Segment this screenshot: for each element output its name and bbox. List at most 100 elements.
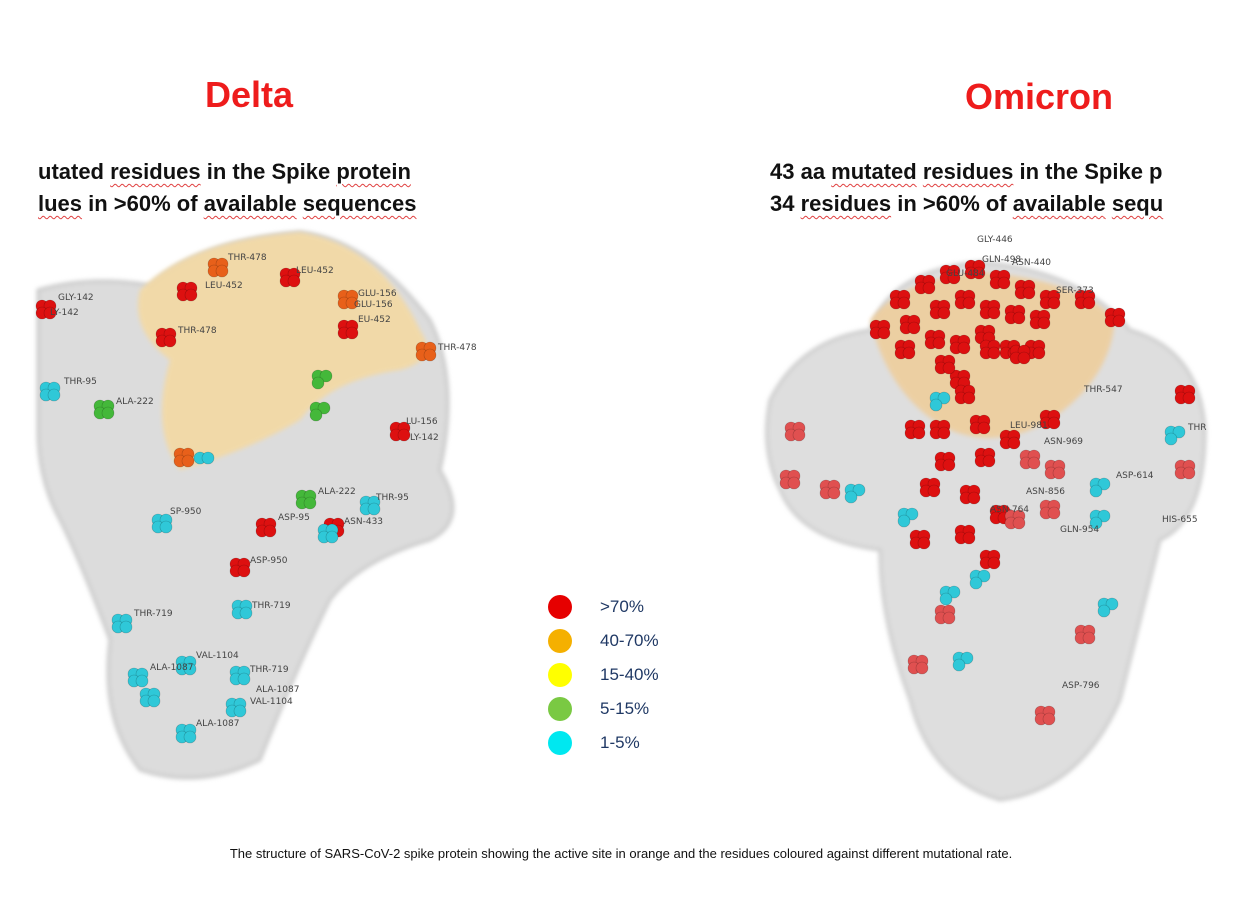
- text: sequ: [1111, 191, 1164, 216]
- residue-sphere: [962, 391, 976, 405]
- text: residues: [800, 191, 892, 216]
- residue-label: LEU-981: [1010, 421, 1048, 431]
- residue-sphere: [163, 334, 177, 348]
- residue-sphere: [947, 585, 961, 599]
- residue-label: GLY-446: [977, 235, 1013, 245]
- residue-label: THR-719: [251, 601, 291, 611]
- residue-sphere: [1027, 456, 1041, 470]
- residue-sphere: [897, 514, 911, 528]
- residue-sphere: [1052, 466, 1066, 480]
- residue-sphere: [942, 361, 956, 375]
- residue-sphere: [902, 346, 916, 360]
- residue-label: ASN-433: [344, 517, 383, 527]
- residue-label: ASP-950: [250, 556, 288, 566]
- text: residues: [110, 159, 201, 184]
- residue-sphere: [942, 611, 956, 625]
- residue-sphere: [960, 651, 974, 665]
- residue-sphere: [1082, 631, 1096, 645]
- residue-sphere: [319, 369, 333, 383]
- residue-sphere: [303, 496, 317, 510]
- text: in the Spike: [200, 159, 337, 184]
- residue-label: THR-478: [437, 343, 477, 353]
- residue-sphere: [184, 288, 198, 302]
- residue-sphere: [932, 336, 946, 350]
- residue-sphere: [942, 458, 956, 472]
- legend-label: 15-40%: [600, 665, 659, 684]
- residue-sphere: [159, 520, 173, 534]
- residue-label: ASP-796: [1062, 681, 1100, 691]
- delta-protein: [36, 230, 455, 780]
- residue-sphere: [119, 620, 133, 634]
- residue-sphere: [263, 524, 277, 538]
- legend-swatch: [548, 629, 572, 653]
- residue-label: LEU-452: [296, 266, 334, 276]
- residue-sphere: [1017, 351, 1031, 365]
- legend-item: 1-5%: [548, 726, 659, 760]
- omicron-title: Omicron: [965, 76, 1114, 117]
- residue-sphere: [792, 428, 806, 442]
- residue-label: LY-142: [50, 308, 79, 318]
- residue-sphere: [1022, 286, 1036, 300]
- residue-label: THR-478: [177, 326, 217, 336]
- residue-sphere: [101, 406, 115, 420]
- residue-sphere: [311, 376, 325, 390]
- text: utated: [38, 159, 111, 184]
- residue-sphere: [852, 483, 866, 497]
- residue-sphere: [1105, 597, 1119, 611]
- residue-sphere: [877, 326, 891, 340]
- residue-sphere: [939, 592, 953, 606]
- residue-label: THR-719: [133, 609, 173, 619]
- legend-item: 15-40%: [548, 658, 659, 692]
- residue-sphere: [287, 274, 301, 288]
- residue-sphere: [827, 486, 841, 500]
- legend-swatch: [548, 663, 572, 687]
- residue-label: GLN-498: [982, 255, 1021, 265]
- residue-sphere: [423, 348, 437, 362]
- residue-sphere: [952, 658, 966, 672]
- residue-sphere: [927, 484, 941, 498]
- residue-sphere: [181, 454, 195, 468]
- residue-sphere: [844, 490, 858, 504]
- residue-sphere: [397, 428, 411, 442]
- text: mutated: [831, 159, 917, 184]
- residue-label: SER-373: [1056, 286, 1094, 296]
- text: in the Spike p: [1013, 159, 1163, 184]
- residue-label: HIS-655: [1162, 515, 1198, 525]
- residue-sphere: [215, 264, 229, 278]
- delta-subtitle: utated residues in the Spike protein lue…: [38, 156, 458, 220]
- residue-sphere: [937, 426, 951, 440]
- residue-sphere: [147, 694, 161, 708]
- residue-sphere: [962, 531, 976, 545]
- residue-sphere: [183, 662, 197, 676]
- legend-item: 5-15%: [548, 692, 659, 726]
- legend-label: 5-15%: [600, 699, 650, 718]
- residue-label: LU-156: [406, 417, 438, 427]
- residue-label: ALA-222: [318, 487, 356, 497]
- omicron-subtitle: 43 aa mutated residues in the Spike p 34…: [770, 156, 1206, 220]
- residue-label: ALA-1087: [196, 719, 240, 729]
- residue-sphere: [1164, 432, 1178, 446]
- residue-sphere: [1047, 506, 1061, 520]
- residue-sphere: [1012, 311, 1026, 325]
- residue-sphere: [345, 326, 359, 340]
- residue-sphere: [201, 451, 215, 465]
- residue-sphere: [987, 556, 1001, 570]
- residue-sphere: [1097, 477, 1111, 491]
- legend-swatch: [548, 697, 572, 721]
- residue-sphere: [962, 296, 976, 310]
- residue-label: ALA-1087: [150, 663, 194, 673]
- residue-sphere: [987, 346, 1001, 360]
- residue-sphere: [1032, 346, 1046, 360]
- text: residues: [922, 159, 1014, 184]
- residue-sphere: [937, 391, 951, 405]
- residue-sphere: [239, 606, 253, 620]
- legend-label: >70%: [600, 597, 644, 616]
- residue-label: THR: [1187, 423, 1207, 433]
- residue-sphere: [1047, 296, 1061, 310]
- residue-sphere: [1097, 604, 1111, 618]
- legend: >70% 40-70% 15-40% 5-15% 1-5%: [548, 590, 659, 760]
- residue-sphere: [977, 569, 991, 583]
- residue-label: GLU-484: [946, 269, 985, 279]
- residue-sphere: [237, 564, 251, 578]
- text: in >60% of: [82, 191, 204, 216]
